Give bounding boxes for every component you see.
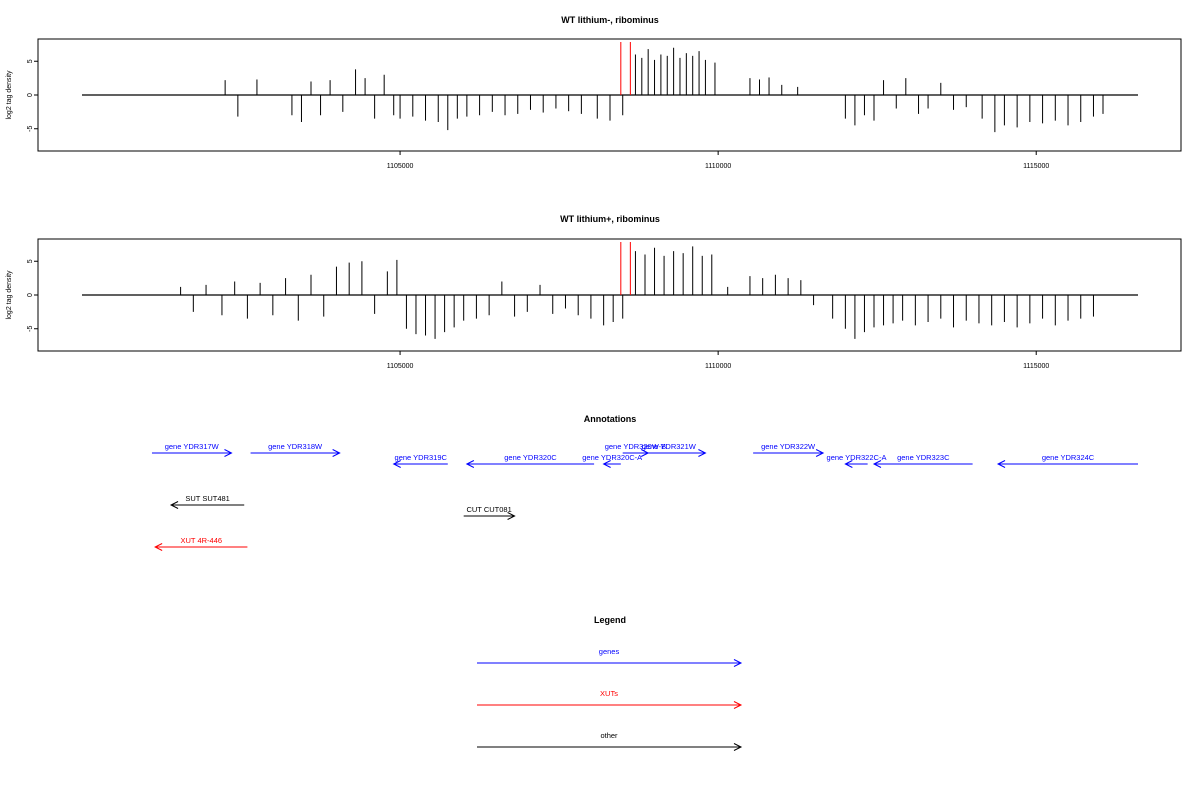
annotation-label: gene YDR324C: [1042, 453, 1095, 462]
annotation-arrowhead: [154, 543, 163, 551]
annotation-arrowhead: [844, 460, 853, 468]
annotation-label: gene YDR319C: [395, 453, 448, 462]
annotations-title: Annotations: [584, 414, 637, 424]
y-tick-label: 0: [27, 93, 34, 97]
annotation-label: SUT SUT481: [185, 494, 229, 503]
annotation-label: gene YDR320C: [504, 453, 557, 462]
panel1-title: WT lithium-, ribominus: [561, 15, 659, 25]
legend-label: other: [600, 731, 618, 740]
annotation-arrowhead: [602, 460, 611, 468]
annotation-label: gene YDR322C-A: [827, 453, 887, 462]
annotation-label: gene YDR323C: [897, 453, 950, 462]
y-tick-label: 0: [27, 293, 34, 297]
y-tick-label: -5: [27, 126, 34, 132]
annotation-label: XUT 4R-446: [181, 536, 223, 545]
x-tick-label: 1110000: [705, 363, 731, 370]
x-tick-label: 1105000: [387, 163, 414, 170]
legend-label: genes: [599, 647, 620, 656]
legend-arrowhead: [733, 701, 743, 709]
annotation-arrowhead: [332, 449, 341, 457]
annotation-label: gene YDR318W: [268, 442, 323, 451]
annotation-arrowhead: [698, 449, 707, 457]
annotation-arrowhead: [465, 460, 475, 468]
annotation-label: gene YDR322W: [761, 442, 816, 451]
annotation-arrowhead: [507, 512, 516, 520]
annotation-arrowhead: [392, 460, 401, 468]
annotation-arrowhead: [996, 460, 1006, 468]
annotation-label: gene YDR321W: [642, 442, 697, 451]
panel2-plot: -5 0 5 1105000 1110000 1115000: [27, 238, 1182, 370]
annotation-label: gene YDR320C-A: [582, 453, 642, 462]
panel1-ylabel: log2 tag density: [6, 70, 13, 120]
annotation-arrowhead: [872, 460, 882, 468]
annotation-label: CUT CUT081: [466, 505, 511, 514]
y-tick-label: 5: [27, 59, 34, 63]
annotation-arrowhead: [224, 449, 233, 457]
panel2-title: WT lithium+, ribominus: [560, 214, 660, 224]
annotation-label: gene YDR320W-B: [605, 442, 666, 451]
x-tick-label: 1110000: [705, 163, 731, 170]
annotation-arrowhead: [169, 501, 179, 509]
x-tick-label: 1115000: [1023, 163, 1049, 170]
legend-title: Legend: [594, 615, 626, 625]
legend-arrowhead: [733, 659, 743, 667]
legend: genes XUTs other: [477, 647, 743, 751]
x-tick-label: 1105000: [387, 363, 414, 370]
annotation-track: gene YDR317W gene YDR318W gene YDR319C gene…: [151, 442, 1138, 551]
legend-arrowhead: [733, 743, 743, 751]
annotation-arrowhead: [815, 449, 825, 457]
x-tick-label: 1115000: [1023, 363, 1049, 370]
panel2-ylabel: log2 tag density: [6, 270, 13, 320]
legend-label: XUTs: [600, 689, 618, 698]
y-tick-label: -5: [27, 326, 34, 332]
panel1-plot: -5 0 5 1105000 1110000 1115000: [27, 38, 1182, 170]
annotation-label: gene YDR317W: [165, 442, 220, 451]
y-tick-label: 5: [27, 259, 34, 263]
